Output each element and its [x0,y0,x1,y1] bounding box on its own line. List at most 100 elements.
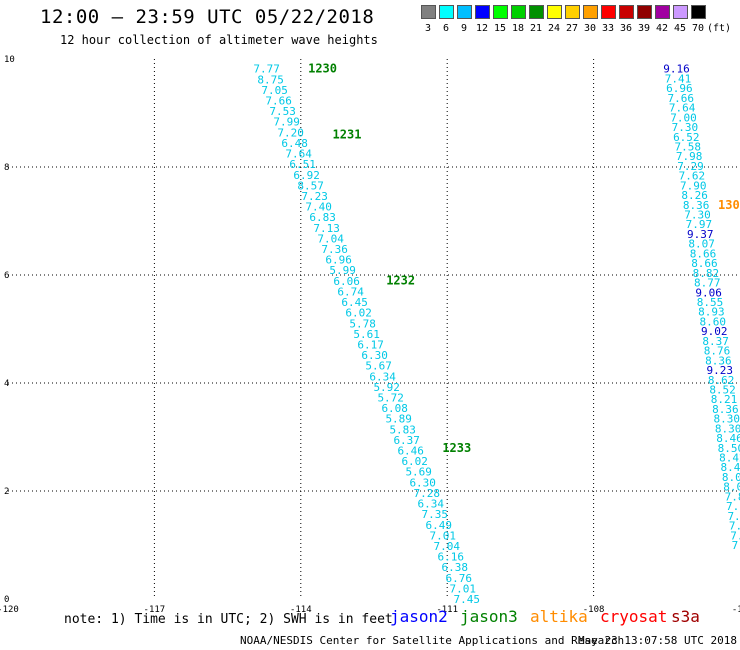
swh-value-label: 8.42 [719,452,740,465]
swh-value-label: 7.13 [313,222,340,235]
swh-value-label: 6.92 [293,169,320,182]
swh-value-label: 7.30 [672,121,699,134]
swh-value-label: 8.21 [711,393,738,406]
swh-value-label: 9.02 [701,325,728,338]
y-tick-label: 2 [4,487,9,497]
swh-value-label: 8.62 [708,374,735,387]
swh-value-label: 8.66 [690,247,717,260]
swh-value-label: 7.99 [273,116,300,129]
swh-value-label: 8.42 [720,461,740,474]
swh-value-label: 5.89 [385,413,412,426]
swh-value-label: 8.50 [718,442,740,455]
swh-value-label: 8.36 [705,354,732,367]
chart-subtitle: 12 hour collection of altimeter wave hei… [60,33,378,47]
swh-value-label: 8.30 [715,422,740,435]
swh-value-label: 7.58 [674,140,701,153]
swh-value-label: 7.29 [677,160,704,173]
legend-swatch [511,5,526,19]
swh-value-label: 7.64 [285,148,312,161]
time-marker-label: 1300 [718,198,740,212]
legend-swatch [421,5,436,19]
x-tick-label: -10 [732,605,740,615]
legend-swatch [475,5,490,19]
swh-value-label: 7.73 [730,529,740,542]
legend-label: 30 [584,23,597,34]
legend-swatch [673,5,688,19]
y-tick-label: 8 [4,163,9,173]
swh-value-label: 8.06 [723,481,740,494]
swh-value-label: 6.51 [289,158,316,171]
legend-label: 70 [692,23,705,34]
swh-value-label: 7.90 [680,179,707,192]
legend-swatch [637,5,652,19]
legend-label: 3 [425,23,432,34]
swh-value-label: 7.23 [301,190,328,203]
swh-value-label: 6.45 [341,296,368,309]
swh-value-label: 7.70 [732,539,740,552]
swh-value-label: 7.28 [413,487,440,500]
time-marker-label: 1231 [333,128,362,142]
swh-value-label: 5.61 [353,328,380,341]
legend-swatch [565,5,580,19]
swh-value-label: 5.67 [365,360,392,373]
swh-value-label: 6.38 [441,561,468,574]
swh-value-label: 7.66 [667,92,694,105]
swh-value-label: 7.04 [433,540,460,553]
swh-value-label: 6.96 [325,254,352,267]
swh-value-label: 6.34 [369,370,396,383]
swh-value-label: 7.53 [269,105,296,118]
swh-value-label: 7.77 [253,63,280,76]
swh-value-label: 7.01 [449,582,476,595]
swh-value-label: 9.37 [687,228,714,241]
swh-value-label: 6.02 [401,455,428,468]
swh-value-label: 6.34 [417,498,444,511]
legend-label: 36 [620,23,633,34]
swh-value-label: 6.37 [393,434,420,447]
legend-swatch [529,5,544,19]
x-tick-label: -117 [144,605,166,615]
swh-value-label: 6.30 [361,349,388,362]
swh-value-label: 8.07 [688,238,715,251]
swh-value-label: 8.60 [700,315,727,328]
swh-value-label: 7.36 [321,243,348,256]
swh-value-label: 6.49 [425,519,452,532]
swh-value-label: 7.41 [665,72,692,85]
legend-swatch [493,5,508,19]
swh-value-label: 8.52 [709,383,736,396]
swh-value-label: 9.23 [707,364,734,377]
swh-value-label: 8.55 [697,296,724,309]
swh-value-label: 8.36 [683,199,710,212]
swh-value-label: 6.30 [409,476,436,489]
swh-value-label: 6.48 [281,137,308,150]
satellite-altika: altika [530,607,588,626]
legend-swatch [583,5,598,19]
legend-label: 15 [494,23,507,34]
swh-value-label: 5.69 [405,466,432,479]
swh-value-label: 7.64 [669,102,696,115]
legend-label: 6 [443,23,450,34]
legend-label: 33 [602,23,615,34]
x-tick-label: -111 [436,605,458,615]
swh-value-label: 7.66 [265,95,292,108]
swh-value-label: 8.30 [714,413,740,426]
note-text: note: 1) Time is in UTC; 2) SWH is in fe… [64,612,393,627]
legend-swatch [619,5,634,19]
swh-value-label: 5.99 [329,264,356,277]
swh-value-label: 7.35 [421,508,448,521]
swh-value-label: 8.75 [257,73,284,86]
legend-swatch [655,5,670,19]
satellite-jason3: jason3 [460,607,518,626]
time-marker-label: 1232 [386,273,415,287]
swh-value-label: 8.46 [716,432,740,445]
footer-timestamp: May 23 13:07:58 UTC 2018 [578,634,737,647]
swh-value-label: 6.74 [337,285,364,298]
swh-value-label: 8.82 [693,267,720,280]
legend-swatch [457,5,472,19]
legend-swatch [547,5,562,19]
swh-value-label: 6.52 [673,131,700,144]
satellite-s3a: s3a [671,607,700,626]
swh-value-label: 8.37 [702,335,729,348]
swh-value-label: 8.93 [698,306,725,319]
legend-label: 39 [638,23,651,34]
